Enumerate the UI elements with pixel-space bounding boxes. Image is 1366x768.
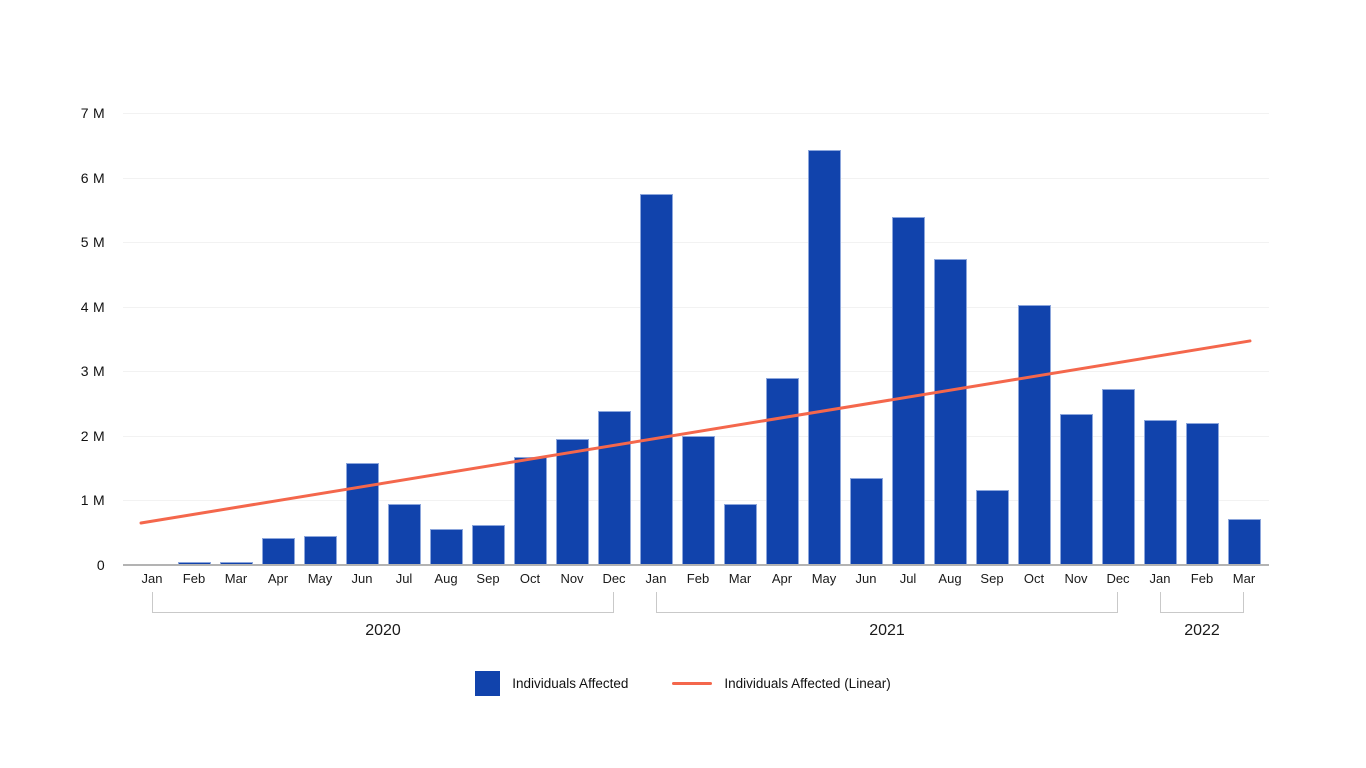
bar-jan-24[interactable] (1143, 420, 1177, 565)
year-groups: 2020 2021 2022 (123, 592, 1269, 652)
x-axis-labels: Jan Feb Mar Apr May Jun Jul Aug Sep Oct Nov Dec Jan F… (123, 571, 1269, 589)
y-axis-tick-label: 4 M (80, 298, 105, 315)
legend-item-linear[interactable]: Individuals Affected (Linear) (672, 676, 891, 691)
legend: Individuals Affected Individuals Affecte… (0, 671, 1366, 696)
gridline (123, 306, 1269, 308)
year-bracket-2020 (152, 592, 614, 613)
bar-dec-11[interactable] (597, 411, 631, 565)
year-label-2021: 2021 (869, 622, 905, 639)
x-axis-tick-label: Mar (224, 571, 248, 586)
bar-series-swatch (475, 671, 501, 696)
bar-mar-2[interactable] (219, 561, 253, 565)
x-axis-tick-label: Jan (141, 571, 163, 586)
x-axis-tick-label: Apr (267, 571, 289, 586)
x-axis-tick-label: Dec (1106, 571, 1130, 586)
year-label-2020: 2020 (365, 622, 401, 639)
x-axis-tick-label: Jun (351, 571, 373, 586)
x-axis-tick-label: Jan (645, 571, 667, 586)
x-axis-tick-label: Feb (1190, 571, 1214, 586)
x-axis-tick-label: Apr (771, 571, 793, 586)
bar-feb-25[interactable] (1185, 422, 1219, 565)
x-axis-tick-label: Aug (938, 571, 962, 586)
bar-mar-26[interactable] (1227, 518, 1261, 565)
x-axis-tick-label: Feb (686, 571, 710, 586)
bar-feb-1[interactable] (177, 561, 211, 565)
y-axis-tick-label: 2 M (80, 427, 105, 444)
bar-aug-7[interactable] (429, 528, 463, 565)
line-series-swatch (672, 682, 713, 685)
bar-jul-6[interactable] (387, 504, 421, 565)
x-axis-tick-label: Feb (182, 571, 206, 586)
legend-item-individuals-affected[interactable]: Individuals Affected (475, 671, 628, 696)
year-bracket-2021 (656, 592, 1118, 613)
x-axis-tick-label: Sep (980, 571, 1004, 586)
y-axis-tick-label: 5 M (80, 234, 105, 251)
bar-oct-21[interactable] (1017, 304, 1051, 565)
x-axis-tick-label: May (811, 571, 837, 586)
gridline (123, 371, 1269, 373)
bar-sep-20[interactable] (975, 490, 1009, 565)
bar-nov-10[interactable] (555, 439, 589, 565)
trend-line (123, 113, 1269, 565)
bar-sep-8[interactable] (471, 524, 505, 565)
gridline (123, 177, 1269, 179)
x-axis-tick-label: Dec (602, 571, 626, 586)
bar-nov-22[interactable] (1059, 413, 1093, 565)
y-axis-tick-label: 1 M (80, 492, 105, 509)
gridline (123, 242, 1269, 244)
y-axis-labels: 0 1 M 2 M 3 M 4 M 5 M 6 M 7 M (0, 105, 105, 573)
x-axis-tick-label: Nov (560, 571, 584, 586)
x-axis-tick-label: Oct (1023, 571, 1045, 586)
bar-jun-5[interactable] (345, 462, 379, 565)
x-axis-tick-label: May (307, 571, 333, 586)
x-axis-tick-label: Oct (519, 571, 541, 586)
bar-mar-14[interactable] (723, 503, 757, 565)
x-axis-tick-label: Mar (1232, 571, 1256, 586)
bar-apr-15[interactable] (765, 378, 799, 565)
bar-apr-3[interactable] (261, 537, 295, 565)
x-axis-tick-label: Jan (1149, 571, 1171, 586)
year-bracket-2022 (1160, 592, 1244, 613)
x-axis-tick-label: Jul (899, 571, 917, 586)
x-axis-tick-label: Jul (395, 571, 413, 586)
x-axis-tick-label: Jun (855, 571, 877, 586)
x-axis-tick-label: Mar (728, 571, 752, 586)
y-axis-tick-label: 3 M (80, 363, 105, 380)
gridline (123, 113, 1269, 114)
bar-jan-12[interactable] (639, 194, 673, 565)
bar-aug-19[interactable] (933, 258, 967, 565)
x-axis-tick-label: Sep (476, 571, 500, 586)
y-axis-tick-label: 7 M (80, 105, 105, 121)
bar-feb-13[interactable] (681, 435, 715, 565)
y-axis-tick-label: 0 (96, 557, 105, 573)
x-axis-tick-label: Aug (434, 571, 458, 586)
x-axis-line (123, 564, 1269, 566)
bar-may-16[interactable] (807, 150, 841, 565)
y-axis-tick-label: 6 M (80, 169, 105, 186)
bar-jun-17[interactable] (849, 478, 883, 565)
year-label-2022: 2022 (1184, 622, 1220, 639)
plot-area (123, 113, 1269, 566)
legend-label-line: Individuals Affected (Linear) (724, 676, 891, 691)
bar-jul-18[interactable] (891, 216, 925, 565)
bar-dec-23[interactable] (1101, 388, 1135, 565)
bar-may-4[interactable] (303, 535, 337, 565)
x-axis-tick-label: Nov (1064, 571, 1088, 586)
legend-label-bar: Individuals Affected (512, 676, 629, 691)
